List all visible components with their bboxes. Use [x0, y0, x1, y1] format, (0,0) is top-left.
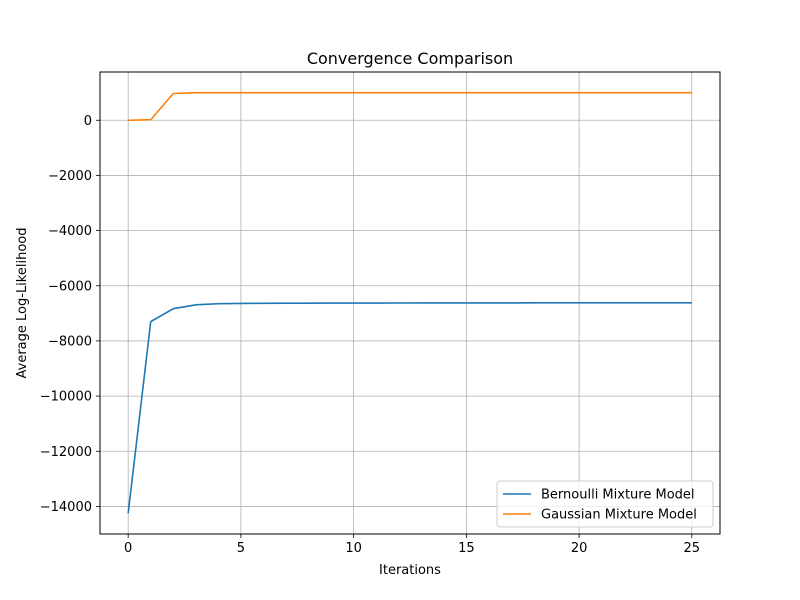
y-tick-label: −10000: [40, 390, 92, 405]
legend: Bernoulli Mixture Model Gaussian Mixture …: [496, 480, 714, 528]
y-tick-label: −4000: [48, 224, 92, 239]
legend-label: Gaussian Mixture Model: [541, 508, 697, 523]
y-tick-label: −6000: [48, 279, 92, 294]
series-line-0: [127, 302, 692, 514]
y-tick-label: −2000: [48, 169, 92, 184]
y-tick-label: −12000: [40, 445, 92, 460]
legend-box: [496, 480, 714, 528]
y-axis-label: Average Log-Likelihood: [15, 228, 30, 379]
series-line-1: [128, 91, 692, 122]
x-tick-label: 10: [345, 541, 362, 556]
chart-title: Convergence Comparison: [307, 49, 513, 68]
y-tick-label: −14000: [40, 500, 92, 515]
series-lines: [127, 91, 692, 514]
y-axis-ticks: 0 −2000 −4000 −6000 −8000 −10000 −12000 −14000: [40, 114, 100, 515]
x-axis-ticks: 0 5 10 15 20 25: [124, 534, 700, 556]
plot-frame: [99, 71, 721, 535]
y-tick-label: 0: [84, 114, 92, 129]
legend-label: Bernoulli Mixture Model: [541, 488, 695, 503]
x-tick-label: 25: [684, 541, 701, 556]
x-tick-label: 15: [458, 541, 475, 556]
x-axis-label: Iterations: [379, 563, 441, 578]
y-tick-label: −8000: [48, 334, 92, 349]
x-tick-label: 20: [571, 541, 588, 556]
x-tick-label: 5: [237, 541, 245, 556]
x-tick-label: 0: [124, 541, 132, 556]
